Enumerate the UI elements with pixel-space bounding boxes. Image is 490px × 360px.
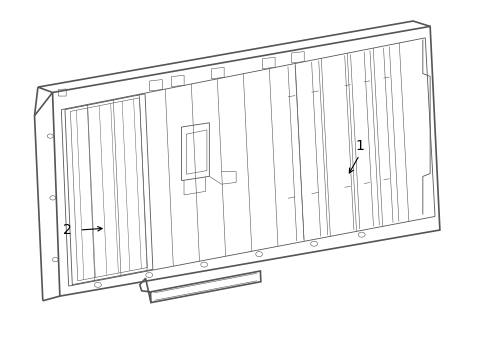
Text: 2: 2 <box>63 223 72 237</box>
Text: 1: 1 <box>355 139 364 153</box>
